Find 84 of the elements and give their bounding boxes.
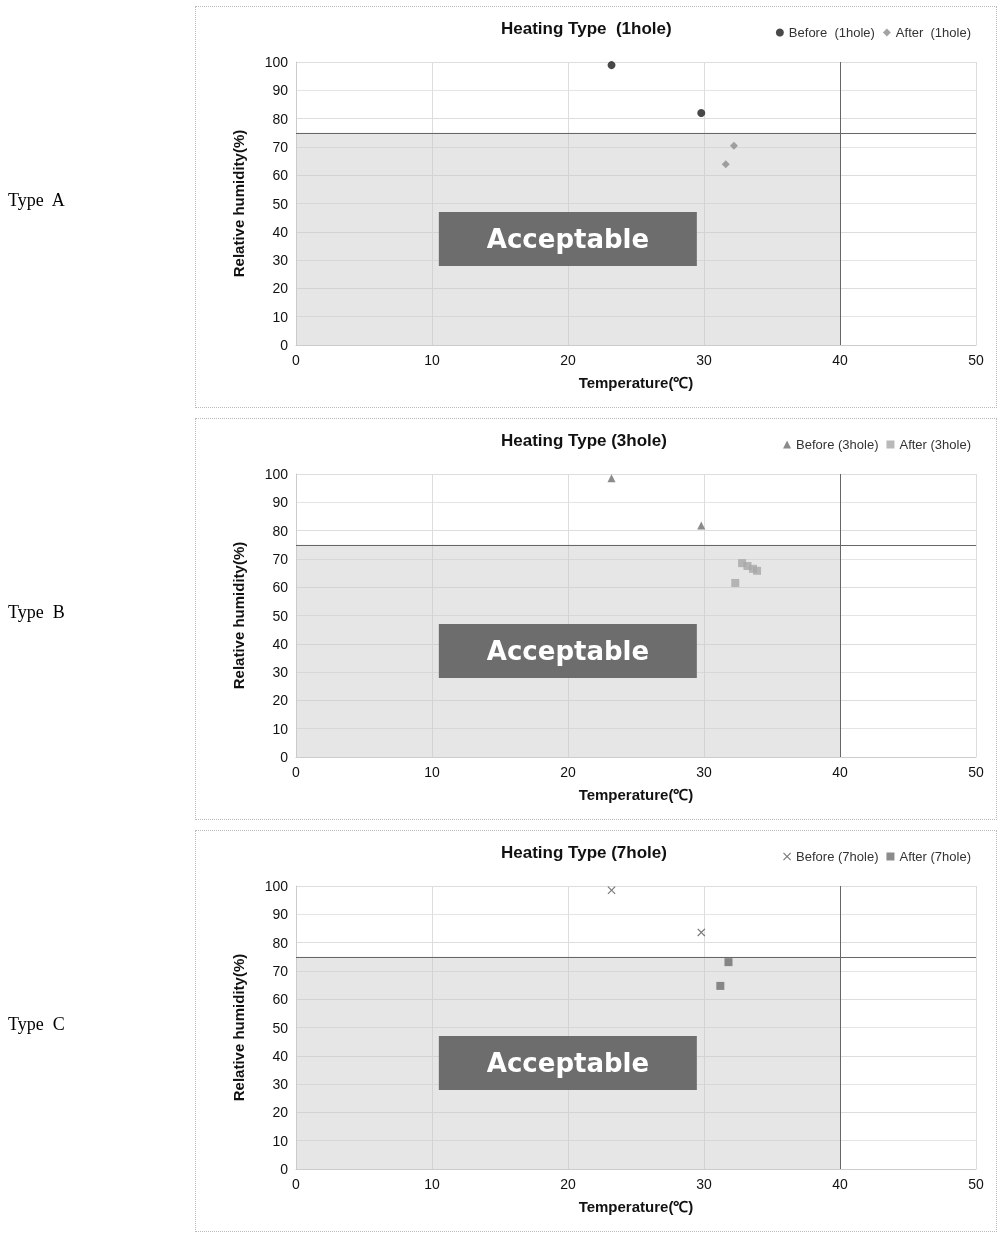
- y-tick-label: 20: [272, 1104, 289, 1121]
- point: [731, 578, 740, 587]
- x-tick-label: 20: [560, 1176, 576, 1192]
- x-tick-label: 10: [424, 1176, 440, 1192]
- y-tick-label: 0: [280, 337, 289, 353]
- legend-label: After (7hole): [899, 849, 972, 864]
- point: [729, 141, 738, 150]
- x-tick-label: 10: [424, 352, 440, 368]
- y-tick-label: 100: [264, 466, 289, 482]
- point: [697, 928, 706, 937]
- y-tick-label: 50: [272, 1019, 289, 1036]
- x-tick-label: 30: [696, 764, 712, 780]
- legend-label: Before (1hole): [788, 25, 875, 40]
- y-tick-label: 70: [272, 962, 289, 979]
- y-tick-label: 60: [272, 579, 289, 596]
- y-tick-label: 40: [272, 1047, 289, 1064]
- y-tick-label: 90: [272, 906, 289, 923]
- y-tick-label: 90: [272, 494, 289, 511]
- legend-label: Before (7hole): [796, 849, 879, 864]
- x-axis-title: Temperature(℃): [578, 1198, 694, 1215]
- x-tick-label: 0: [292, 1176, 301, 1192]
- y-tick-label: 60: [272, 167, 289, 184]
- point: [697, 108, 706, 117]
- y-axis-title: Relative humidity(%): [230, 953, 247, 1102]
- text: Type B: [8, 602, 65, 623]
- x-tick-label: 50: [968, 1176, 984, 1192]
- text: Type C: [8, 1014, 65, 1035]
- y-axis-title: Relative humidity(%): [230, 129, 247, 278]
- point: [724, 958, 733, 967]
- y-tick-label: 30: [272, 252, 289, 269]
- y-tick-label: 10: [272, 1132, 289, 1149]
- legend-label: After (3hole): [899, 437, 972, 452]
- label-box: Acceptable: [438, 1035, 698, 1090]
- y-tick-label: 20: [272, 692, 289, 709]
- y-tick-label: 50: [272, 607, 289, 624]
- y-tick-label: 10: [272, 308, 289, 325]
- x-tick-label: 30: [696, 1176, 712, 1192]
- point: [607, 886, 616, 895]
- x-axis-title: Temperature(℃): [578, 374, 694, 391]
- chart-title: Heating Type (7hole): [501, 843, 667, 862]
- x-tick-label: 20: [560, 352, 576, 368]
- x-tick-label: 0: [292, 764, 301, 780]
- point: [697, 521, 706, 530]
- chart-title: Heating Type (1hole): [501, 19, 672, 38]
- y-axis-title: Relative humidity(%): [230, 541, 247, 690]
- point: [721, 160, 730, 169]
- x-tick-label: 10: [424, 764, 440, 780]
- y-tick-label: 80: [272, 110, 289, 127]
- y-tick-label: 10: [272, 720, 289, 737]
- x-tick-label: 0: [292, 352, 301, 368]
- y-tick-label: 100: [264, 878, 289, 894]
- y-tick-label: 60: [272, 991, 289, 1008]
- y-tick-label: 20: [272, 280, 289, 297]
- x-tick-label: 30: [696, 352, 712, 368]
- label-box: Acceptable: [438, 623, 698, 678]
- y-tick-label: 40: [272, 223, 289, 240]
- y-tick-label: 0: [280, 749, 289, 765]
- y-tick-label: 90: [272, 82, 289, 99]
- y-tick-label: 40: [272, 635, 289, 652]
- y-tick-label: 30: [272, 1076, 289, 1093]
- text: Type A: [8, 190, 65, 211]
- x-axis-title: Temperature(℃): [578, 786, 694, 803]
- y-tick-label: 80: [272, 522, 289, 539]
- y-tick-label: 50: [272, 195, 289, 212]
- x-tick-label: 50: [968, 352, 984, 368]
- x-tick-label: 50: [968, 764, 984, 780]
- y-tick-label: 80: [272, 934, 289, 951]
- point: [753, 566, 762, 575]
- point: [607, 474, 616, 483]
- y-tick-label: 100: [264, 54, 289, 70]
- label-box: Acceptable: [438, 211, 698, 266]
- y-tick-label: 70: [272, 138, 289, 155]
- y-tick-label: 70: [272, 550, 289, 567]
- x-tick-label: 40: [832, 352, 848, 368]
- point: [607, 61, 616, 70]
- chart-title: Heating Type (3hole): [501, 431, 667, 450]
- point: [716, 981, 725, 990]
- y-tick-label: 0: [280, 1161, 289, 1177]
- x-tick-label: 40: [832, 764, 848, 780]
- y-tick-label: 30: [272, 664, 289, 681]
- x-tick-label: 20: [560, 764, 576, 780]
- legend-label: Before (3hole): [796, 437, 879, 452]
- legend-label: After (1hole): [895, 25, 972, 40]
- x-tick-label: 40: [832, 1176, 848, 1192]
